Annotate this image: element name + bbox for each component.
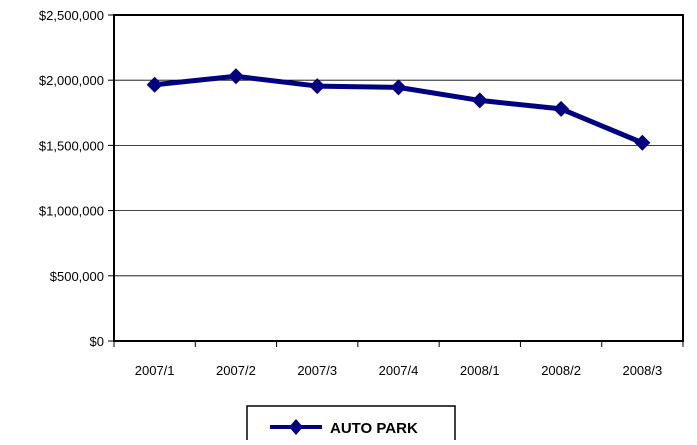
- y-tick-label: $500,000: [50, 269, 104, 284]
- x-tick-label: 2007/1: [135, 363, 175, 378]
- legend-label: AUTO PARK: [330, 420, 418, 437]
- data-point-diamond: [309, 78, 326, 95]
- y-tick-label: $2,000,000: [39, 73, 104, 88]
- x-axis-ticks: 2007/1 2007/2 2007/3 2007/4 2008/1 2008/2 2008…: [113, 341, 684, 378]
- gridlines: [114, 79, 683, 277]
- data-point-diamond: [146, 76, 163, 93]
- legend-diamond-marker: [289, 419, 303, 435]
- data-point-diamond: [634, 134, 651, 151]
- legend: AUTO PARK: [246, 405, 456, 443]
- y-tick-label: $0: [90, 334, 104, 349]
- x-tick-label: 2007/4: [379, 363, 419, 378]
- x-tick-label: 2008/3: [622, 363, 662, 378]
- data-point-diamond: [553, 100, 570, 117]
- x-tick-label: 2008/2: [541, 363, 581, 378]
- y-tick-label: $1,000,000: [39, 204, 104, 219]
- y-axis-ticks: $0 $500,000 $1,000,000 $1,500,000 $2,000,000…: [39, 8, 114, 349]
- series-group: [146, 68, 651, 151]
- x-tick-label: 2007/3: [297, 363, 337, 378]
- plot-area: [113, 14, 684, 342]
- data-point-diamond: [227, 68, 244, 85]
- y-tick-label: $2,500,000: [39, 8, 104, 23]
- data-point-diamond: [390, 79, 407, 96]
- y-tick-label: $1,500,000: [39, 138, 104, 153]
- data-point-diamond: [471, 92, 488, 109]
- x-tick-label: 2008/1: [460, 363, 500, 378]
- x-tick-label: 2007/2: [216, 363, 256, 378]
